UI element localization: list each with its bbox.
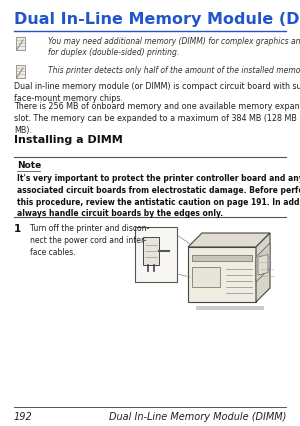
Text: There is 256 MB of onboard memory and one available memory expansion
slot. The m: There is 256 MB of onboard memory and on…: [14, 102, 300, 134]
Polygon shape: [256, 243, 270, 282]
Text: You may need additional memory (DIMM) for complex graphics and
for duplex (doubl: You may need additional memory (DIMM) fo…: [48, 37, 300, 58]
Bar: [188, 248, 256, 302]
Text: Installing a DIMM: Installing a DIMM: [14, 135, 123, 145]
Text: Dual in-line memory module (or DIMM) is compact circuit board with sur-
face-mou: Dual in-line memory module (or DIMM) is …: [14, 82, 300, 103]
Text: Turn off the printer and discon-
nect the power cord and inter-
face cables.: Turn off the printer and discon- nect th…: [30, 224, 149, 256]
Text: 1: 1: [14, 224, 21, 233]
Polygon shape: [258, 255, 268, 275]
Text: Dual In-Line Memory Module (DIMM): Dual In-Line Memory Module (DIMM): [109, 411, 286, 421]
Bar: [143, 237, 159, 265]
Bar: [192, 268, 220, 287]
Bar: [135, 227, 177, 282]
Polygon shape: [188, 233, 270, 248]
Polygon shape: [196, 306, 264, 310]
Text: Note: Note: [17, 161, 41, 170]
Text: Dual In-Line Memory Module (DIMM): Dual In-Line Memory Module (DIMM): [14, 12, 300, 27]
Polygon shape: [256, 233, 270, 302]
Bar: [192, 256, 252, 262]
FancyBboxPatch shape: [16, 66, 25, 78]
Text: 192: 192: [14, 411, 33, 421]
Text: It's very important to protect the printer controller board and any
associated c: It's very important to protect the print…: [17, 173, 300, 218]
FancyBboxPatch shape: [16, 38, 25, 51]
Text: This printer detects only half of the amount of the installed memory.: This printer detects only half of the am…: [48, 66, 300, 75]
